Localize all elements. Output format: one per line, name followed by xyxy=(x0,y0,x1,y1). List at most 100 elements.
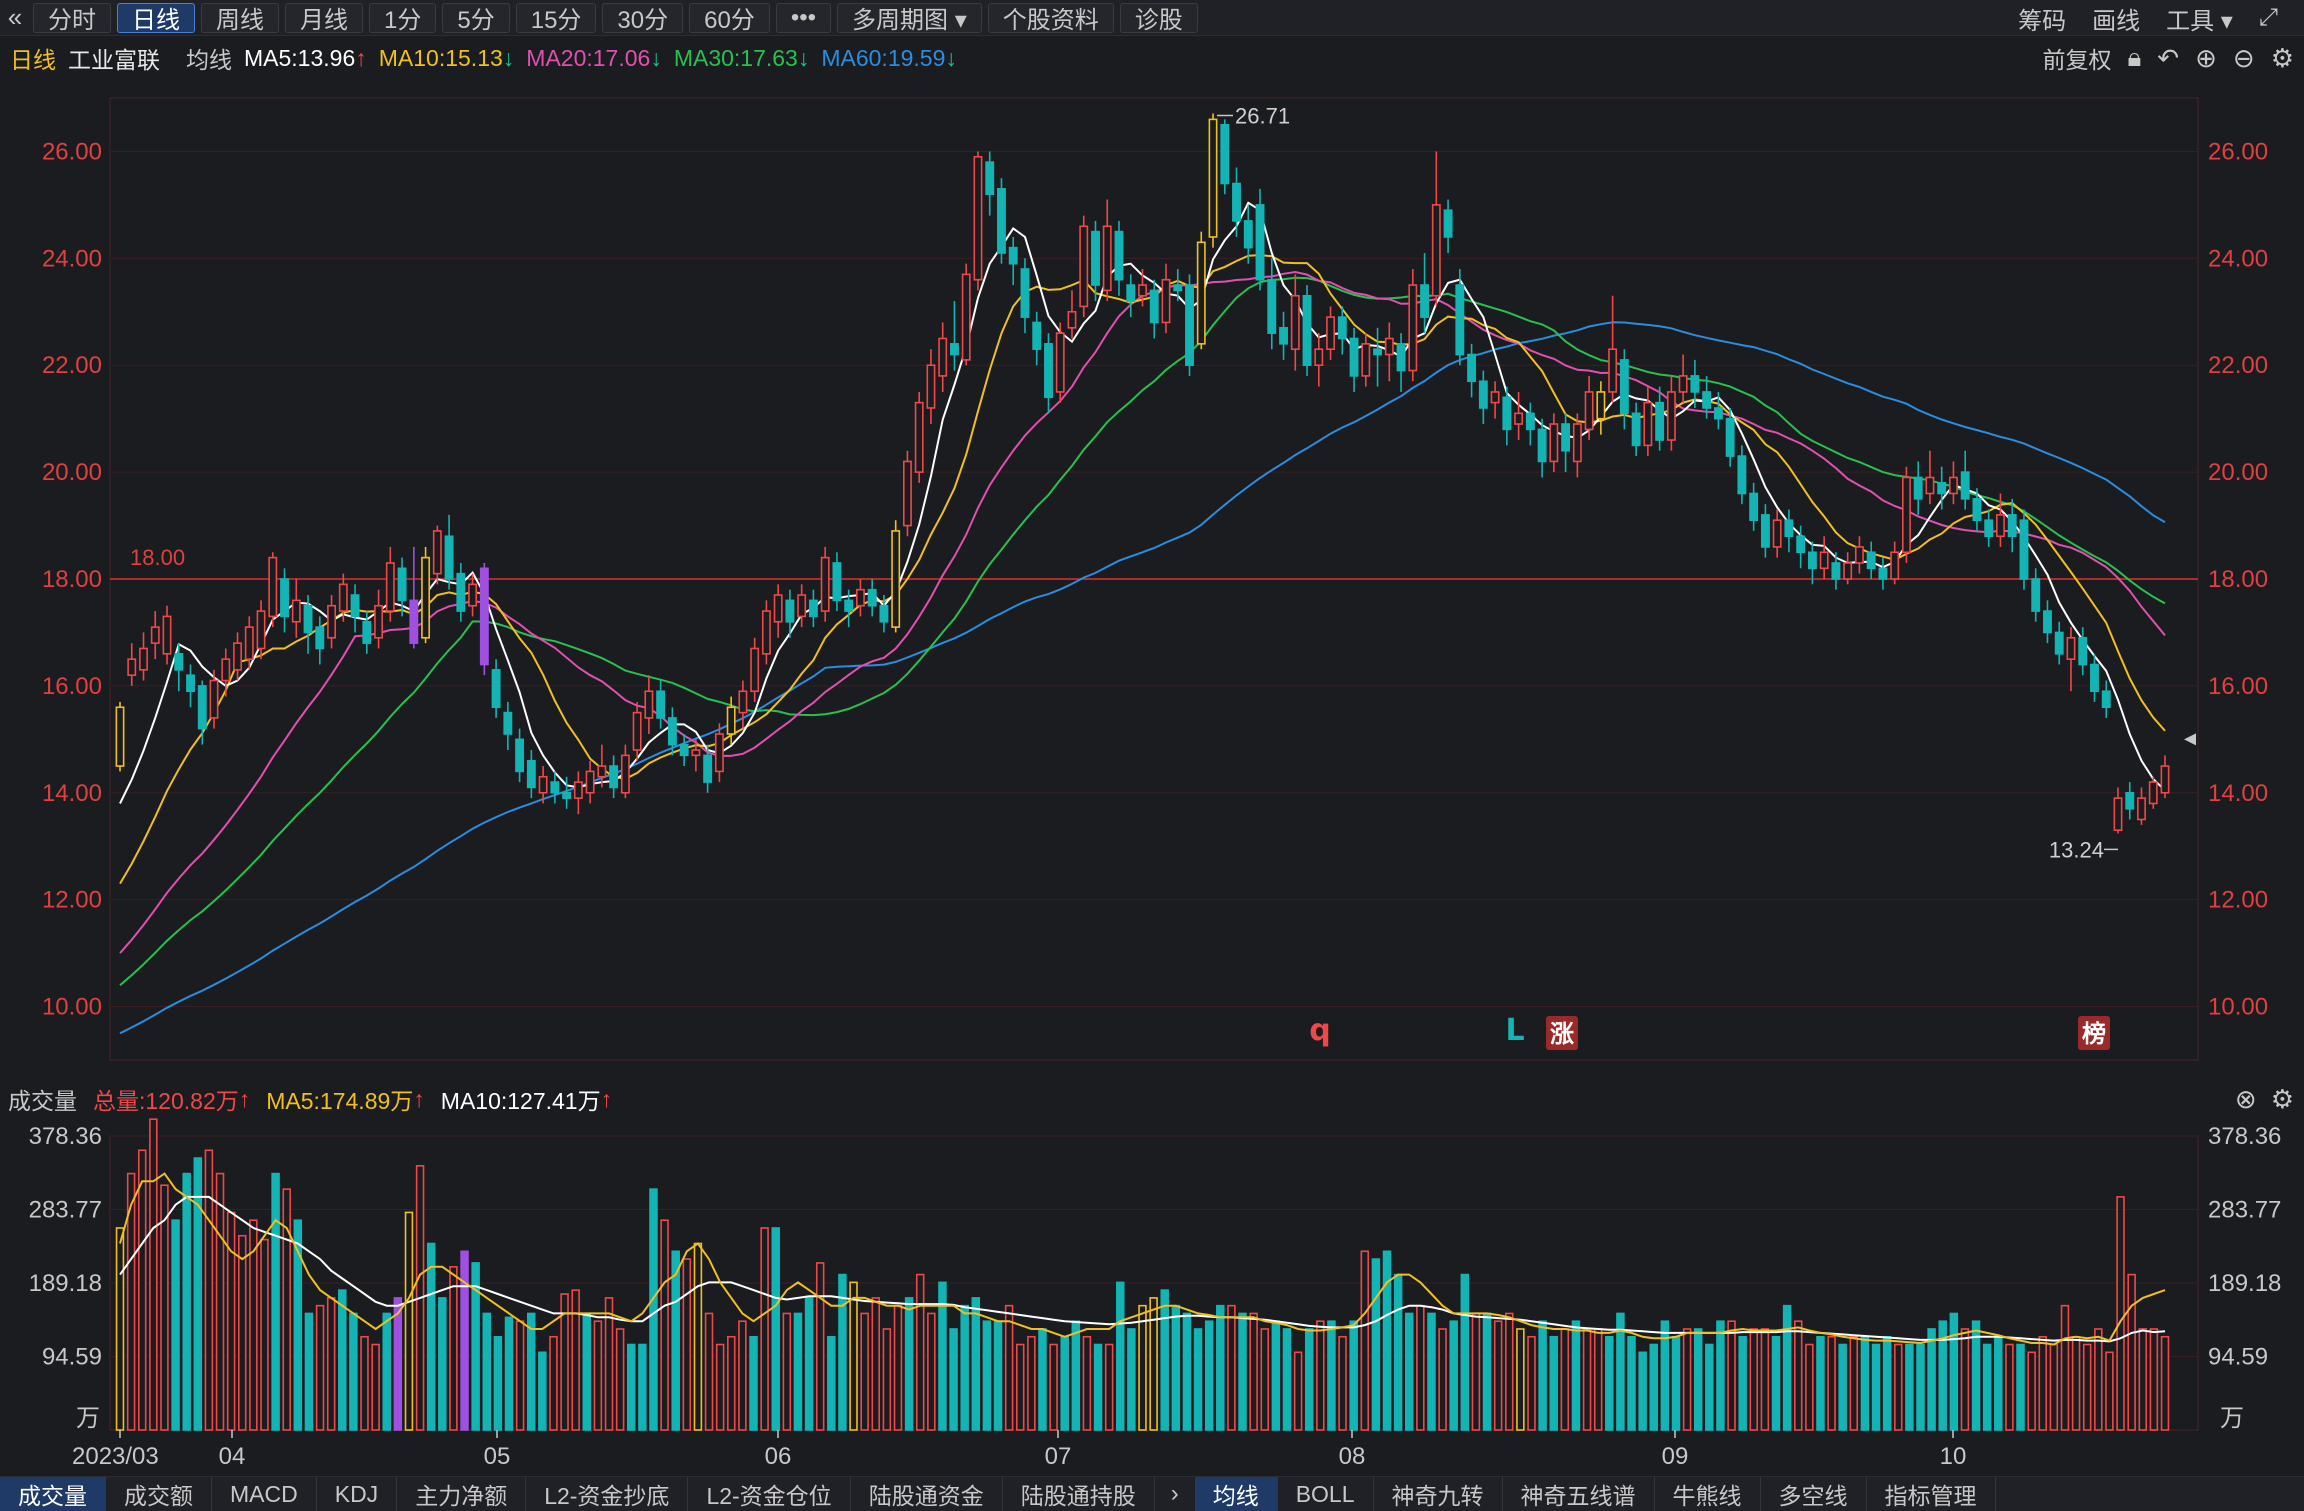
chart-marker: L xyxy=(1505,1013,1524,1048)
candle xyxy=(268,552,278,628)
period-tab[interactable]: 个股资料 xyxy=(987,2,1114,34)
candle xyxy=(432,525,442,585)
candle xyxy=(2007,498,2017,553)
overlay-tab[interactable]: 神奇五线谱 xyxy=(1503,1476,1655,1511)
x-tick-label: 08 xyxy=(1339,1443,1366,1470)
period-tab[interactable]: 日线 xyxy=(117,2,195,34)
volume-y-tick-left: 283.77 xyxy=(29,1197,102,1224)
indicator-tab[interactable]: L2-资金抄底 xyxy=(526,1476,689,1511)
candle xyxy=(291,579,301,638)
candle xyxy=(1996,493,2005,547)
indicator-tab[interactable]: 陆股通持股 xyxy=(1003,1476,1155,1511)
candle-body xyxy=(244,626,254,660)
candle-body xyxy=(855,588,865,607)
toolbar-right-item[interactable]: 筹码 xyxy=(2018,7,2067,35)
more-indicators-arrow[interactable]: › xyxy=(1170,1480,1179,1507)
period-tab[interactable]: 周线 xyxy=(201,2,279,34)
indicator-tab[interactable]: 成交额 xyxy=(106,1476,212,1511)
candle xyxy=(1678,354,1688,403)
candle-body xyxy=(950,343,959,356)
period-tab[interactable]: 5分 xyxy=(442,2,510,34)
candle xyxy=(961,263,971,366)
zoom-in-icon[interactable]: ⊕ xyxy=(2195,42,2217,73)
gear-icon[interactable]: ⚙ xyxy=(2270,1083,2294,1114)
volume-chart[interactable]: 378.36 378.36 283.77 283.77 189.18 189.18 94.5… xyxy=(0,1118,2304,1474)
candle-body xyxy=(1819,551,1829,570)
volume-bar xyxy=(1760,1328,1770,1431)
period-tab[interactable]: 多周期图 ▾ xyxy=(837,2,982,34)
toolbar-right-item[interactable]: 画线 xyxy=(2092,7,2141,35)
zoom-out-icon[interactable]: ⊖ xyxy=(2232,42,2255,73)
period-tab[interactable]: 月线 xyxy=(285,2,363,34)
candle xyxy=(1396,333,1406,392)
overlay-tab[interactable]: BOLL xyxy=(1278,1476,1374,1511)
indicator-tab[interactable]: KDJ xyxy=(317,1476,398,1511)
overlay-tab[interactable]: 多空线 xyxy=(1761,1476,1867,1511)
price-chart[interactable]: 26.00 26.00 24.00 24.00 22.00 22.00 20.00 20.00… xyxy=(0,80,2304,1080)
candle-body xyxy=(902,460,912,527)
volume-bar xyxy=(1427,1312,1436,1431)
period-tab[interactable]: 1分 xyxy=(369,2,437,34)
volume-bar xyxy=(282,1188,291,1431)
volume-bar xyxy=(693,1242,703,1431)
volume-bar xyxy=(382,1312,391,1431)
candle-body xyxy=(1091,230,1100,286)
double-chevron-left-icon[interactable]: « xyxy=(7,2,23,32)
candle xyxy=(844,589,854,628)
candle xyxy=(1549,413,1559,473)
candle-body xyxy=(1631,412,1641,447)
lock-icon[interactable]: 🔒︎ xyxy=(2127,42,2142,72)
candle xyxy=(902,450,912,537)
period-tab[interactable]: ••• xyxy=(775,2,832,33)
candle xyxy=(632,701,642,761)
toolbar-right-item[interactable]: 工具 ▾ xyxy=(2166,7,2233,35)
undo-icon[interactable]: ↶ xyxy=(2157,42,2180,73)
ma-label: 均线 xyxy=(186,47,232,73)
candle-body xyxy=(926,364,936,409)
volume-bar xyxy=(793,1312,803,1431)
candle xyxy=(2019,509,2029,590)
volume-bar xyxy=(682,1258,692,1431)
indicator-tab[interactable]: 主力净额 xyxy=(397,1476,527,1511)
period-tab[interactable]: 30分 xyxy=(602,2,684,34)
candle-body xyxy=(2007,514,2017,538)
candle xyxy=(1079,215,1089,318)
overlay-tab[interactable]: 牛熊线 xyxy=(1655,1476,1761,1511)
y-tick-label-left: 22.00 xyxy=(42,352,102,379)
candle-body xyxy=(315,626,325,650)
close-icon[interactable]: ⊗ xyxy=(2234,1083,2257,1114)
toolbar-right-item[interactable]: ⤢ xyxy=(2258,4,2278,31)
candle-body xyxy=(667,717,677,746)
volume-bar xyxy=(660,1219,669,1431)
gear-icon[interactable]: ⚙ xyxy=(2270,42,2294,73)
volume-bar xyxy=(1716,1320,1725,1431)
volume-bar xyxy=(615,1328,625,1431)
period-tab[interactable]: 诊股 xyxy=(1119,2,1198,34)
adjust-toggle[interactable]: 前复权 xyxy=(2042,47,2112,73)
volume-bar xyxy=(1060,1335,1069,1431)
volume-bar xyxy=(1994,1335,2003,1431)
period-tab[interactable]: 15分 xyxy=(515,2,597,34)
volume-bar xyxy=(1382,1250,1392,1431)
candle xyxy=(1314,333,1324,387)
candle-body xyxy=(1161,278,1171,324)
period-tab[interactable]: 分时 xyxy=(33,2,111,34)
period-tab[interactable]: 60分 xyxy=(689,2,770,34)
volume-bar xyxy=(1571,1320,1581,1431)
volume-bar xyxy=(1838,1343,1847,1431)
volume-bar xyxy=(2127,1273,2136,1431)
candle xyxy=(808,589,818,628)
overlay-tab[interactable]: 神奇九转 xyxy=(1374,1476,1503,1511)
indicator-tab[interactable]: MACD xyxy=(212,1476,317,1511)
indicator-tab[interactable]: 成交量 xyxy=(0,1476,106,1511)
candle xyxy=(550,771,560,804)
overlay-tab[interactable]: 指标管理 xyxy=(1867,1476,1996,1511)
volume-bar xyxy=(2038,1335,2047,1431)
indicator-tab[interactable]: 陆股通资金 xyxy=(851,1476,1003,1511)
candle-body xyxy=(1196,241,1206,345)
candle-body xyxy=(761,610,771,655)
indicator-tab[interactable]: L2-资金仓位 xyxy=(688,1476,851,1511)
candle xyxy=(374,589,384,649)
candle xyxy=(1866,541,1876,579)
overlay-tab[interactable]: 均线 xyxy=(1194,1476,1278,1511)
